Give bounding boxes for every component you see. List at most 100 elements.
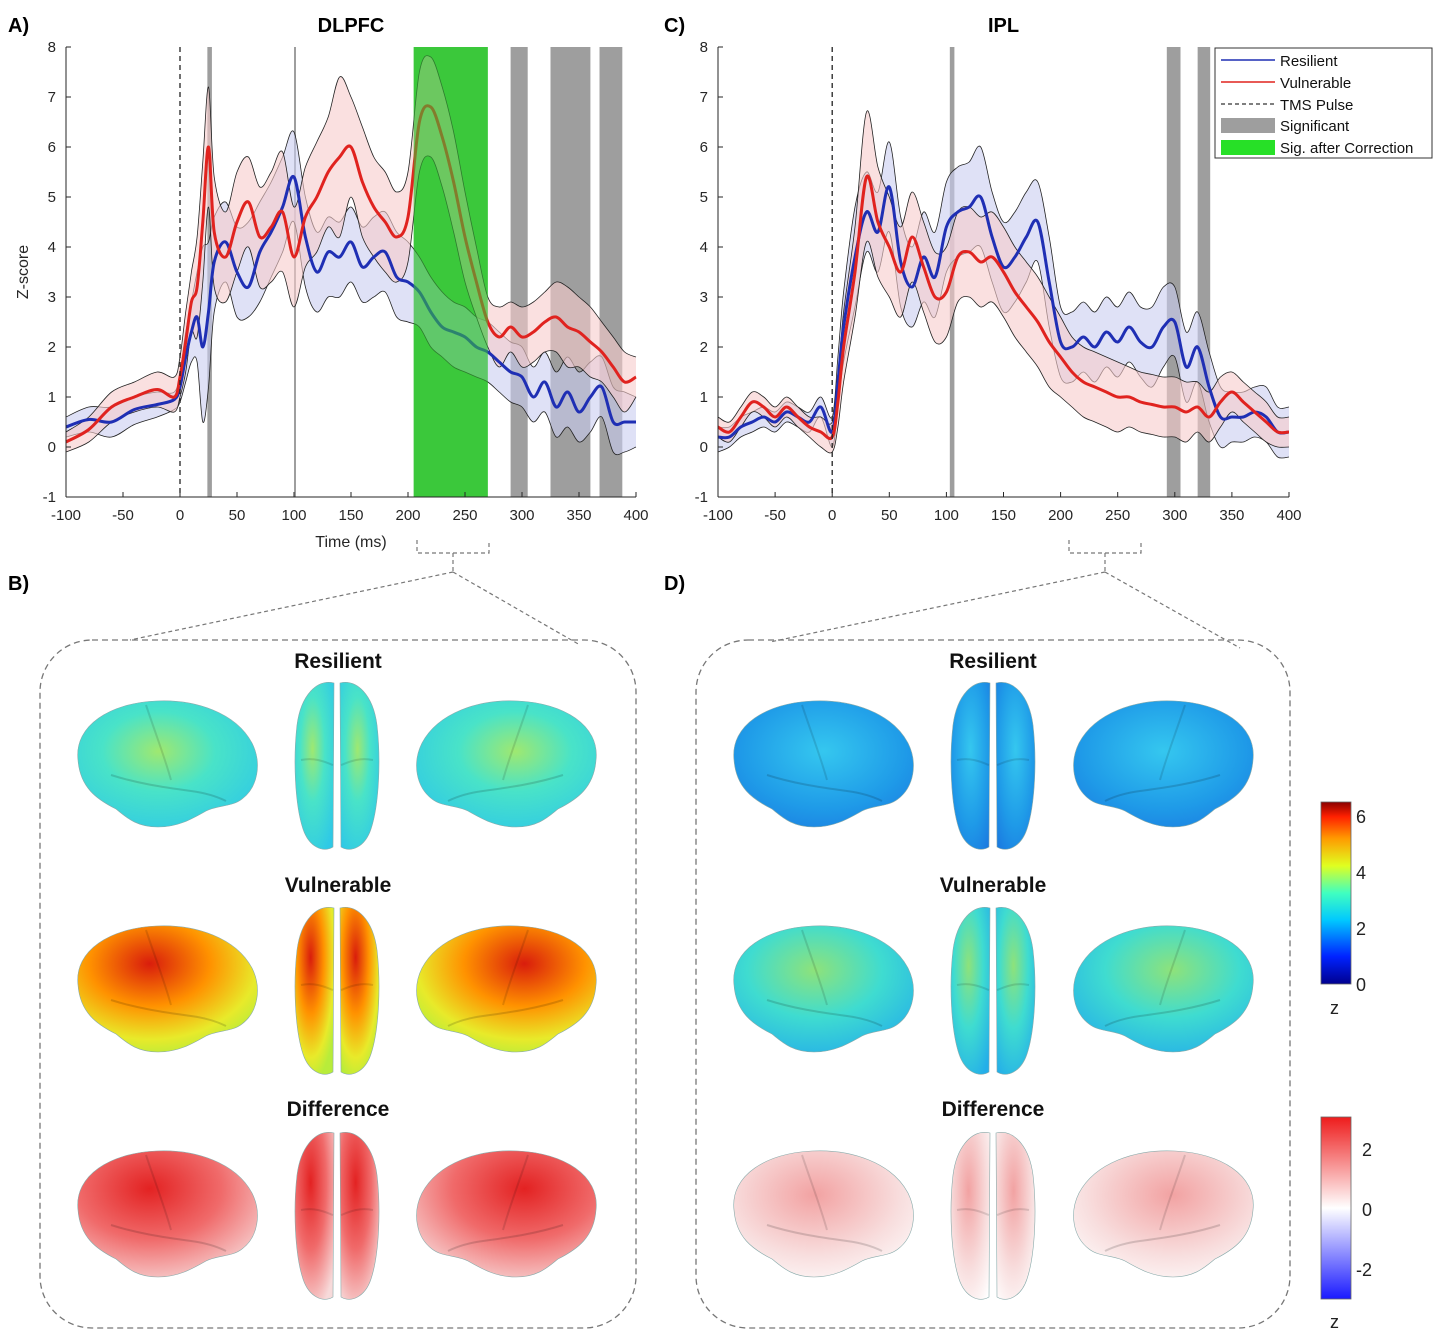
chart-title: DLPFC <box>318 15 385 37</box>
band-edge-upper-vulnerable <box>65 55 637 433</box>
brain-frame-b <box>39 639 637 1329</box>
brain-top-view-b <box>294 1132 380 1300</box>
legend-label-vulnerable: Vulnerable <box>1280 75 1351 92</box>
corrected-window-overlay <box>413 47 488 497</box>
legend-label-significant: Significant <box>1280 118 1350 135</box>
x-tick-label: 400 <box>1276 507 1301 524</box>
brain-lateral-surface <box>77 700 258 828</box>
central-sulcus <box>145 929 172 1006</box>
central-sulcus <box>1159 929 1186 1006</box>
brain-left-lateral-d <box>733 925 914 1053</box>
brain-left-lateral-b <box>77 925 258 1053</box>
brain-left-lateral-b <box>77 1150 258 1278</box>
panel-label-b: B) <box>8 573 29 595</box>
central-sulcus <box>1159 704 1186 781</box>
x-tick-label: -50 <box>764 507 786 524</box>
brain-row-title-vulnerable: Vulnerable <box>285 874 392 897</box>
sylvian-fissure <box>1104 1224 1221 1252</box>
legend-label-resilient: Resilient <box>1280 53 1338 70</box>
y-tick-label: 1 <box>700 389 708 406</box>
colorbar-diff-gradient <box>1320 1116 1352 1300</box>
colorbar-diff-tick: 0 <box>1362 1200 1372 1220</box>
y-tick-label: 3 <box>700 289 708 306</box>
legend-label-tms: TMS Pulse <box>1280 97 1353 114</box>
x-tick-label: 350 <box>1219 507 1244 524</box>
brain-top-sulci <box>300 983 374 991</box>
brain-left-lateral-d <box>733 700 914 828</box>
band-edge-upper-resilient <box>717 141 1290 429</box>
x-tick-label: 100 <box>934 507 959 524</box>
brain-top-left-hemisphere <box>294 1132 335 1300</box>
colorbar-z-tick: 6 <box>1356 807 1366 827</box>
series-line-resilient <box>717 185 1290 440</box>
central-sulcus <box>502 929 529 1006</box>
brain-right-lateral-d <box>1073 1150 1254 1278</box>
brain-right-lateral-b <box>416 925 597 1053</box>
brain-top-view-b <box>294 907 380 1075</box>
colorbar-z-label: z <box>1330 998 1339 1018</box>
x-tick-label: -100 <box>703 507 733 524</box>
x-tick-label: 150 <box>991 507 1016 524</box>
chart-title: IPL <box>988 15 1019 37</box>
central-sulcus <box>801 1154 828 1231</box>
x-tick-label: 300 <box>509 507 534 524</box>
legend-label-corrected: Sig. after Correction <box>1280 140 1413 157</box>
brain-maps <box>77 682 1254 1300</box>
brain-top-right-hemisphere <box>339 907 380 1075</box>
series-line-vulnerable <box>65 104 637 444</box>
brain-top-sulci <box>956 1208 1030 1216</box>
brain-top-sulci <box>956 758 1030 766</box>
colorbar-diff-tick: -2 <box>1356 1260 1372 1280</box>
brain-lateral-surface <box>1073 700 1254 828</box>
sylvian-fissure <box>110 774 227 802</box>
x-tick-label: 50 <box>229 507 246 524</box>
colorbar-z-tick: 2 <box>1356 919 1366 939</box>
chart-ipl: -1 0 1 2 3 4 5 6 7 8 -100 -50 0 50 100 150 200 250 300 350 4… <box>695 15 1302 524</box>
significant-window <box>510 47 528 497</box>
y-tick-label: 3 <box>48 289 56 306</box>
central-sulcus <box>145 704 172 781</box>
x-tick-label: 0 <box>176 507 184 524</box>
y-tick-label: -1 <box>695 489 708 506</box>
confidence-band-vulnerable <box>718 110 1289 453</box>
colorbar-diff-label: z <box>1330 1312 1339 1332</box>
sylvian-fissure <box>766 1224 883 1252</box>
series-line-resilient <box>65 174 636 429</box>
x-tick-label: 50 <box>881 507 898 524</box>
brain-top-left-hemisphere <box>950 1132 991 1300</box>
central-sulcus <box>502 704 529 781</box>
band-edge-lower-vulnerable <box>717 240 1290 454</box>
brain-top-right-hemisphere <box>339 1132 380 1300</box>
y-tick-label: 8 <box>700 39 708 56</box>
y-tick-label: 7 <box>48 89 56 106</box>
brain-lateral-surface <box>416 700 597 828</box>
zoom-connector-d <box>769 540 1241 649</box>
series-line-vulnerable <box>717 174 1290 441</box>
brain-lateral-surface <box>416 1150 597 1278</box>
sylvian-fissure <box>1104 999 1221 1027</box>
x-axis-label: Time (ms) <box>315 534 386 551</box>
brain-top-right-hemisphere <box>995 907 1036 1075</box>
y-tick-label: 6 <box>48 139 56 156</box>
chart-dlpfc: -1 0 1 2 3 4 5 6 7 8 -100 -50 0 50 100 150 200 250 300 350 4… <box>15 15 649 551</box>
sylvian-fissure <box>110 999 227 1027</box>
sylvian-fissure <box>110 1224 227 1252</box>
x-tick-label: 200 <box>395 507 420 524</box>
x-tick-label: 150 <box>338 507 363 524</box>
y-tick-label: 7 <box>700 89 708 106</box>
x-tick-label: 300 <box>1162 507 1187 524</box>
band-edge-lower-resilient <box>65 220 637 456</box>
brain-lateral-surface <box>733 1150 914 1278</box>
brain-top-sulci <box>300 758 374 766</box>
x-tick-label: 100 <box>281 507 306 524</box>
y-tick-label: 1 <box>48 389 56 406</box>
y-axis-label: Z-score <box>15 245 32 299</box>
colorbar-diff-tick: 2 <box>1362 1140 1372 1160</box>
brain-left-lateral-d <box>733 1150 914 1278</box>
brain-top-view-d <box>950 907 1036 1075</box>
colorbar-z: 6 4 2 0 z <box>1320 801 1366 1018</box>
brain-top-left-hemisphere <box>294 907 335 1075</box>
y-tick-label: 4 <box>48 239 56 256</box>
confidence-band-resilient <box>66 130 636 455</box>
sylvian-fissure <box>447 774 564 802</box>
